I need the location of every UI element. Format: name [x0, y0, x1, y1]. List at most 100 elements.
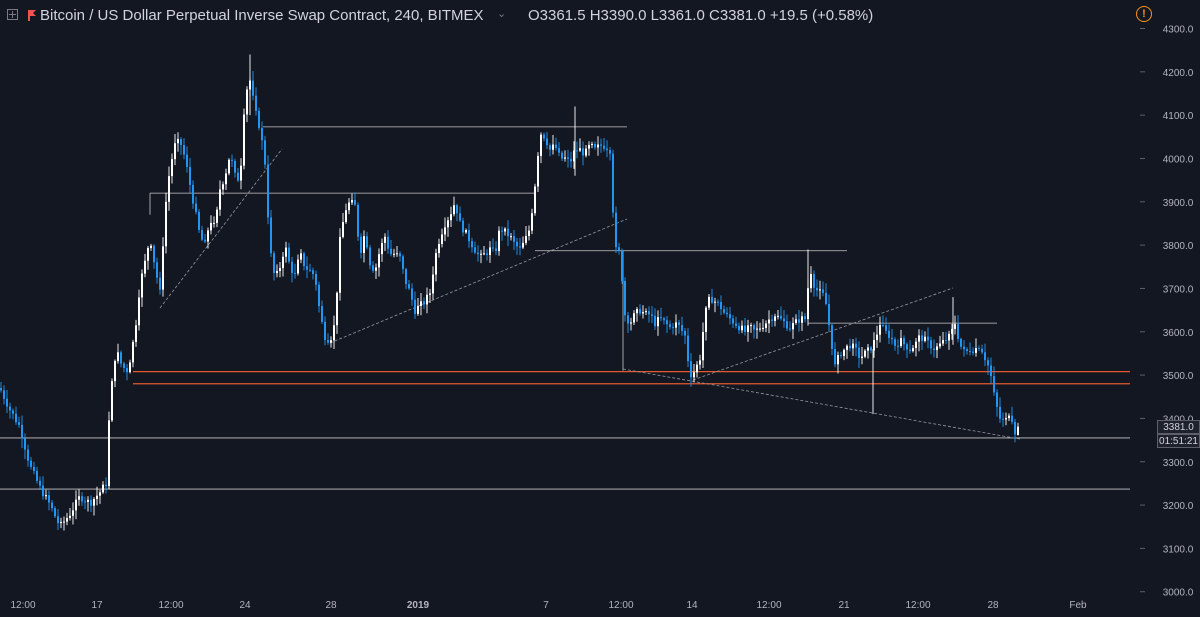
candle[interactable] [318, 281, 320, 313]
candle[interactable] [741, 320, 743, 334]
candle[interactable] [351, 193, 353, 206]
candle[interactable] [945, 331, 947, 345]
candle[interactable] [345, 203, 347, 224]
candle[interactable] [1014, 418, 1016, 443]
candle[interactable] [993, 366, 995, 396]
candle[interactable] [651, 306, 653, 324]
candle[interactable] [846, 344, 848, 359]
candle[interactable] [501, 226, 503, 241]
candle[interactable] [981, 344, 983, 355]
candle[interactable] [324, 316, 326, 346]
candle[interactable] [900, 329, 902, 348]
candle[interactable] [933, 339, 935, 358]
candle[interactable] [525, 226, 527, 246]
trendline[interactable] [622, 368, 1021, 440]
candle[interactable] [492, 238, 494, 252]
candle[interactable] [21, 415, 23, 449]
candle[interactable] [453, 196, 455, 217]
candle[interactable] [726, 307, 728, 318]
candle[interactable] [30, 456, 32, 470]
candle[interactable] [210, 215, 212, 235]
candle[interactable] [912, 345, 914, 353]
candle[interactable] [456, 203, 458, 222]
candle[interactable] [879, 316, 881, 343]
candle[interactable] [450, 206, 452, 228]
candle[interactable] [219, 180, 221, 216]
candle[interactable] [306, 256, 308, 279]
candle[interactable] [144, 253, 146, 278]
candle[interactable] [285, 241, 287, 263]
candle[interactable] [201, 225, 203, 242]
candle[interactable] [117, 343, 119, 364]
candle[interactable] [582, 141, 584, 166]
candle[interactable] [258, 107, 260, 131]
candle[interactable] [378, 248, 380, 277]
candle[interactable] [840, 351, 842, 359]
candle[interactable] [297, 254, 299, 276]
candle[interactable] [45, 489, 47, 500]
candle[interactable] [555, 137, 557, 151]
candle[interactable] [375, 263, 377, 280]
candle[interactable] [792, 317, 794, 339]
candle[interactable] [876, 325, 878, 348]
candle[interactable] [774, 313, 776, 327]
candle[interactable] [24, 433, 26, 460]
candle[interactable] [831, 323, 833, 356]
candle[interactable] [93, 496, 95, 516]
candle[interactable] [333, 315, 335, 350]
candle[interactable] [54, 506, 56, 519]
candle[interactable] [9, 402, 11, 419]
candle[interactable] [549, 143, 551, 157]
candle[interactable] [672, 323, 674, 335]
candle[interactable] [819, 280, 821, 300]
candle[interactable] [231, 154, 233, 168]
candle[interactable] [396, 246, 398, 257]
candle[interactable] [348, 198, 350, 215]
candle[interactable] [186, 146, 188, 173]
candle[interactable] [969, 342, 971, 356]
candle[interactable] [834, 342, 836, 368]
candle[interactable] [966, 347, 968, 355]
candle[interactable] [675, 314, 677, 336]
candle[interactable] [282, 252, 284, 277]
candle[interactable] [693, 363, 695, 383]
candle[interactable] [336, 291, 338, 334]
candle[interactable] [129, 359, 131, 374]
candle[interactable] [321, 300, 323, 324]
candle[interactable] [768, 310, 770, 334]
candle[interactable] [366, 231, 368, 250]
candle[interactable] [288, 242, 290, 264]
candle[interactable] [309, 263, 311, 272]
candle[interactable] [39, 476, 41, 490]
candle[interactable] [723, 305, 725, 315]
candle[interactable] [291, 257, 293, 283]
candle[interactable] [957, 315, 959, 343]
candle[interactable] [870, 345, 872, 354]
candle[interactable] [960, 337, 962, 350]
candle[interactable] [483, 245, 485, 256]
candle[interactable] [480, 249, 482, 264]
candle[interactable] [828, 294, 830, 333]
candle[interactable] [87, 496, 89, 512]
candle[interactable] [177, 132, 179, 152]
candle[interactable] [705, 306, 707, 341]
candle[interactable] [615, 206, 617, 253]
candle[interactable] [1008, 413, 1010, 421]
candle[interactable] [543, 132, 545, 142]
candle[interactable] [531, 208, 533, 235]
candle[interactable] [714, 297, 716, 313]
candle[interactable] [390, 239, 392, 257]
candle[interactable] [15, 406, 17, 425]
candle[interactable] [657, 310, 659, 336]
candle[interactable] [567, 149, 569, 168]
candle[interactable] [621, 248, 623, 284]
candle[interactable] [171, 153, 173, 184]
candle[interactable] [90, 495, 92, 513]
candle[interactable] [1005, 412, 1007, 426]
candle[interactable] [435, 248, 437, 282]
candle[interactable] [843, 348, 845, 361]
warning-icon[interactable]: ! [1136, 6, 1152, 22]
candle[interactable] [438, 238, 440, 258]
candle[interactable] [639, 304, 641, 316]
candle[interactable] [702, 322, 704, 368]
